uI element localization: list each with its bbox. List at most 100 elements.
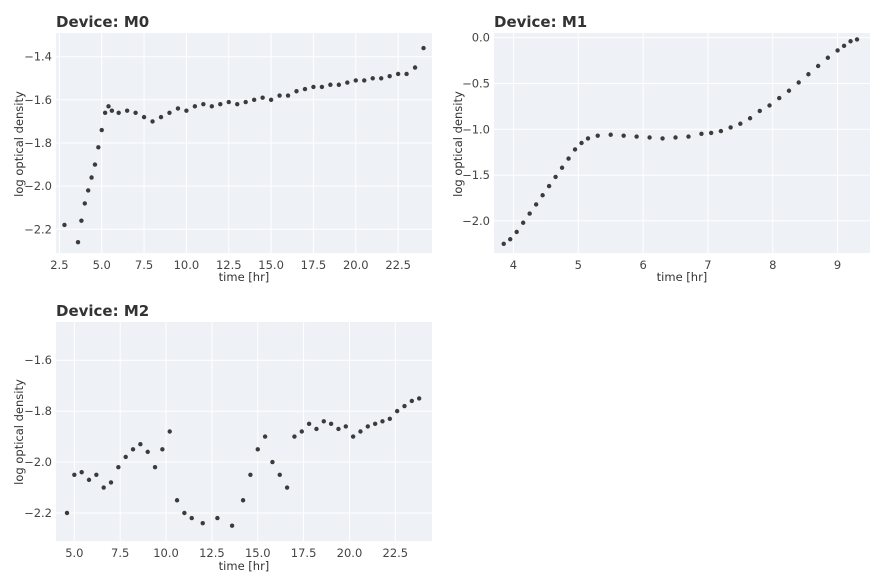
data-point [215,515,220,521]
data-point [336,426,341,432]
data-point [182,510,187,516]
data-point [686,134,691,139]
data-point [260,95,265,100]
data-point [595,133,600,138]
y-tick-label: −2.0 [462,214,490,228]
data-point [314,426,319,432]
data-point [841,43,847,49]
data-point [634,134,639,139]
x-tick-label: 5 [575,258,582,272]
x-tick-label: 5.0 [65,546,83,560]
data-point [501,241,506,247]
data-point [108,480,114,485]
data-point [158,114,164,120]
data-point [416,396,422,401]
y-tick-label: −1.6 [24,93,52,107]
panel-title-m1: Device: M1 [494,13,587,31]
data-point [86,477,92,483]
data-point [353,78,358,83]
x-tick-label: 9 [834,258,841,272]
data-point [585,136,591,141]
data-point [130,447,136,452]
data-point [699,131,704,137]
data-point [292,434,297,439]
data-point [540,193,545,198]
data-point [412,65,418,70]
x-tick-label: 8 [769,258,776,272]
data-point [79,218,84,223]
data-point [311,84,316,90]
data-point [854,37,860,42]
data-point [75,240,81,245]
data-point [175,106,181,111]
x-tick-label: 7 [704,258,711,272]
y-tick-label: −2.0 [24,179,52,193]
data-point [268,97,274,103]
panel-title-m0: Device: M0 [56,13,149,31]
data-point [89,175,94,180]
x-tick-label: 17.5 [291,546,317,560]
data-point [226,99,231,105]
plot-area-m0: 2.5 5.0 7.5 10.0 12.5 15.0 17.5 20.0 22.5 −1.4 −1.… [24,33,432,272]
data-point [167,110,172,116]
panel-device-m1: 4 5 6 7 8 9 0.0 −0.5 −1.0 −1.5 −2.0 Device: M1 tim… [451,13,870,284]
plot-area-m2: 5.0 7.5 10.0 12.5 15.0 17.5 20.0 22.5 −1.6 −1.8 −2… [24,322,432,560]
x-tick-label: 17.5 [301,258,327,272]
x-tick-label: 12.5 [216,258,242,272]
data-point [102,110,108,116]
data-point [608,132,613,137]
plot-area-m1: 4 5 6 7 8 9 0.0 −0.5 −1.0 −1.5 −2.0 [462,31,870,272]
data-point [101,485,106,490]
data-point [189,515,194,521]
data-point [319,84,325,90]
y-tick-label: −2.2 [24,222,52,236]
x-tick-label: 20.0 [343,258,369,272]
data-point [243,99,248,105]
data-point [336,82,342,87]
data-point [527,211,532,216]
data-point [141,114,147,120]
x-tick-label: 15.0 [258,258,284,272]
data-point [572,147,578,152]
x-tick-label: 20.0 [337,546,363,560]
data-point [174,498,180,503]
data-point [277,93,282,98]
data-point [294,89,299,94]
data-point [848,39,853,44]
data-point [395,71,401,77]
data-point [815,63,821,69]
y-tick-label: −1.0 [462,122,490,136]
data-point [796,80,801,85]
data-point [145,449,150,455]
data-point [209,104,215,109]
data-point [133,110,138,116]
data-point [262,434,268,439]
data-point [285,93,291,98]
data-point [835,48,840,53]
data-point [757,108,762,114]
data-point [559,165,565,170]
plot-background-m1 [494,33,870,253]
data-point [92,162,98,167]
data-point [738,121,743,126]
data-point [786,88,792,93]
data-point [566,156,571,161]
data-point [184,108,189,113]
data-point [251,97,257,103]
data-point [421,45,426,51]
y-axis-label-m1: log optical density [451,91,465,197]
data-points-m2 [64,396,422,528]
data-point [72,472,77,477]
data-point [270,459,275,465]
data-point [708,130,714,136]
data-point [387,416,393,421]
y-axis-label-m2: log optical density [12,379,26,485]
data-point [79,470,84,475]
data-point [825,55,831,60]
data-point [277,472,282,477]
y-tick-label: −1.8 [24,404,52,418]
data-point [284,485,290,490]
data-point [806,72,811,77]
x-tick-label: 10.0 [153,546,179,560]
